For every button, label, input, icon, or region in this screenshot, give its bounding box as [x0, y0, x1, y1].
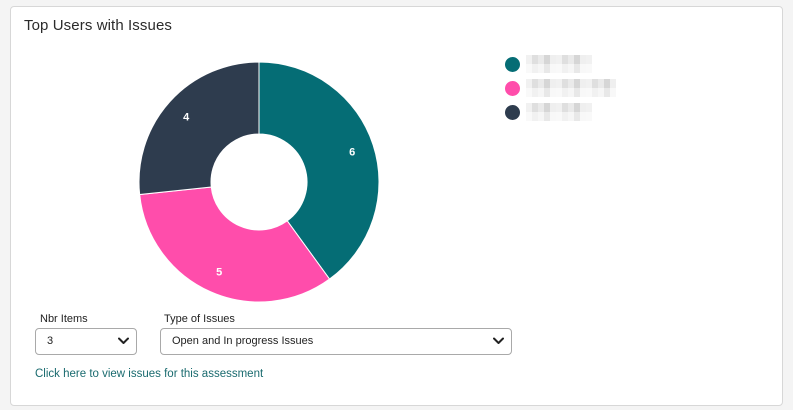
legend-swatch — [505, 80, 520, 96]
donut-slice[interactable] — [139, 186, 331, 303]
type-of-issues-value: Open and In progress Issues — [172, 335, 314, 347]
nbr-items-value: 3 — [47, 335, 54, 347]
donut-slice[interactable] — [258, 61, 380, 280]
type-of-issues-label: Type of Issues — [164, 313, 235, 325]
legend-swatch — [505, 104, 520, 120]
legend-item-1[interactable] — [505, 52, 616, 76]
slice-value-label: 4 — [183, 111, 190, 123]
top-users-card: Top Users with Issues 6 5 4 Nbr Items 3 Ty… — [10, 6, 783, 406]
chevron-down-icon — [493, 337, 504, 344]
card-title: Top Users with Issues — [24, 17, 172, 34]
legend-label-obscured — [526, 55, 592, 73]
legend-label-obscured — [526, 79, 616, 97]
donut-slice[interactable] — [138, 61, 260, 196]
nbr-items-select[interactable]: 3 — [35, 328, 137, 355]
chevron-down-icon — [118, 337, 129, 344]
legend-label-obscured — [526, 103, 592, 121]
slice-value-label: 5 — [216, 267, 222, 279]
legend-item-2[interactable] — [505, 76, 616, 100]
nbr-items-label: Nbr Items — [40, 313, 88, 325]
chart-legend — [505, 52, 616, 124]
view-issues-link[interactable]: Click here to view issues for this asses… — [35, 368, 264, 380]
donut-chart: 6 5 4 — [138, 61, 380, 303]
legend-swatch — [505, 56, 520, 72]
type-of-issues-select[interactable]: Open and In progress Issues — [160, 328, 512, 355]
legend-item-3[interactable] — [505, 100, 616, 124]
slice-value-label: 6 — [349, 147, 355, 159]
